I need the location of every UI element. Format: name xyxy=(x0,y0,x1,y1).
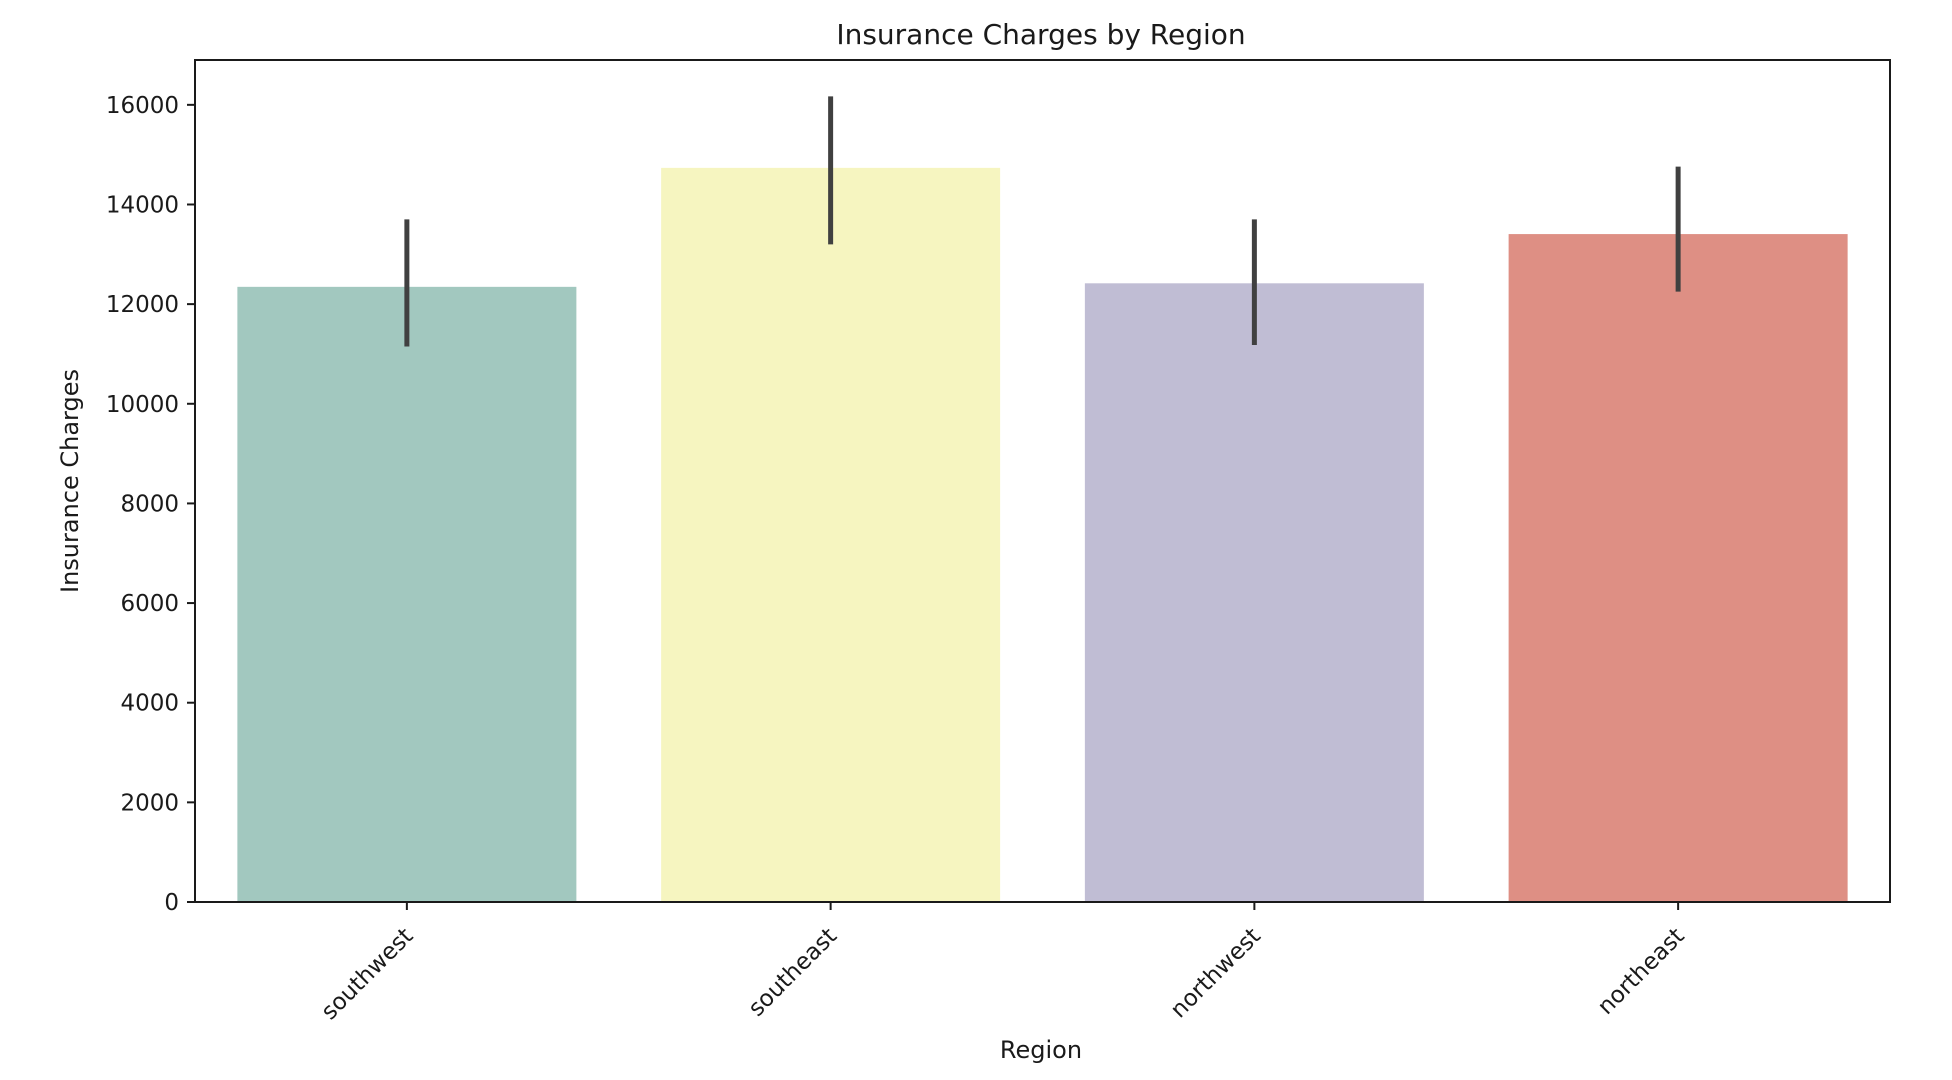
chart-title: Insurance Charges by Region xyxy=(836,18,1245,51)
bar-southwest xyxy=(237,286,577,902)
y-tick-label: 8000 xyxy=(120,491,179,517)
plot-frame xyxy=(194,59,1891,903)
error-bars-layer xyxy=(404,96,1681,347)
y-tick-label: 12000 xyxy=(106,292,179,318)
bar-northwest xyxy=(1084,283,1424,902)
y-axis: 0 2000 4000 6000 8000 10000 12000 14000 16000 xyxy=(106,93,195,916)
x-tick-label: southwest xyxy=(316,923,418,1025)
y-tick-label: 0 xyxy=(164,890,179,916)
x-axis: southwest southeast northwest northeast xyxy=(316,902,1690,1025)
y-tick-label: 4000 xyxy=(120,691,179,717)
y-tick-label: 14000 xyxy=(106,192,179,218)
bar-northeast xyxy=(1508,234,1848,902)
bar-southeast xyxy=(661,167,1001,903)
y-tick-label: 16000 xyxy=(106,93,179,119)
y-tick-label: 2000 xyxy=(120,790,179,816)
x-axis-title: Region xyxy=(1000,1036,1082,1064)
x-tick-label: northwest xyxy=(1166,923,1266,1023)
bars-layer xyxy=(237,167,1848,903)
y-tick-label: 6000 xyxy=(120,591,179,617)
y-axis-title: Insurance Charges xyxy=(56,369,84,593)
y-tick-label: 10000 xyxy=(106,392,179,418)
x-tick-label: northeast xyxy=(1593,923,1690,1020)
x-tick-label: southeast xyxy=(744,923,843,1022)
